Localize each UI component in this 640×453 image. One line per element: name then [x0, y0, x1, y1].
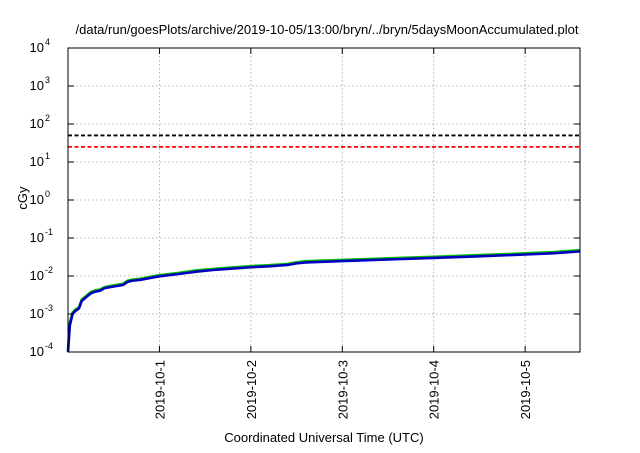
- y-tick-label: 10: [30, 344, 44, 359]
- y-tick-exponent: -2: [45, 265, 53, 275]
- x-tick-label: 2019-10-5: [518, 360, 533, 419]
- x-axis-ticks: 2019-10-1 2019-10-2 2019-10-3 2019-10-4 2019…: [152, 48, 533, 419]
- y-axis-label: cGy: [15, 186, 30, 210]
- x-tick-label: 2019-10-2: [244, 360, 259, 419]
- y-tick-exponent: 0: [45, 189, 50, 199]
- y-tick-exponent: -3: [45, 303, 53, 313]
- y-tick-label: 10: [30, 154, 44, 169]
- chart-title: /data/run/goesPlots/archive/2019-10-05/1…: [76, 22, 579, 37]
- x-tick-label: 2019-10-3: [335, 360, 350, 419]
- y-tick-label: 10: [30, 40, 44, 55]
- y-tick-label: 10: [30, 78, 44, 93]
- y-tick-exponent: 3: [45, 75, 50, 85]
- y-tick-label: 10: [30, 116, 44, 131]
- y-tick-label: 10: [30, 268, 44, 283]
- series-line: [66, 248, 581, 350]
- y-tick-label: 10: [30, 230, 44, 245]
- x-tick-label: 2019-10-4: [427, 360, 442, 419]
- y-tick-exponent: -4: [45, 341, 53, 351]
- series-layer: [66, 248, 581, 353]
- series-line: [66, 250, 581, 353]
- y-tick-exponent: 4: [45, 37, 50, 47]
- grid-layer: [68, 48, 580, 352]
- y-tick-label: 10: [30, 192, 44, 207]
- x-axis-label: Coordinated Universal Time (UTC): [224, 430, 423, 445]
- x-tick-label: 2019-10-1: [152, 360, 167, 419]
- y-tick-label: 10: [30, 306, 44, 321]
- y-tick-exponent: -1: [45, 227, 53, 237]
- y-tick-exponent: 2: [45, 113, 50, 123]
- y-tick-exponent: 1: [45, 151, 50, 161]
- reference-lines: [68, 134, 580, 148]
